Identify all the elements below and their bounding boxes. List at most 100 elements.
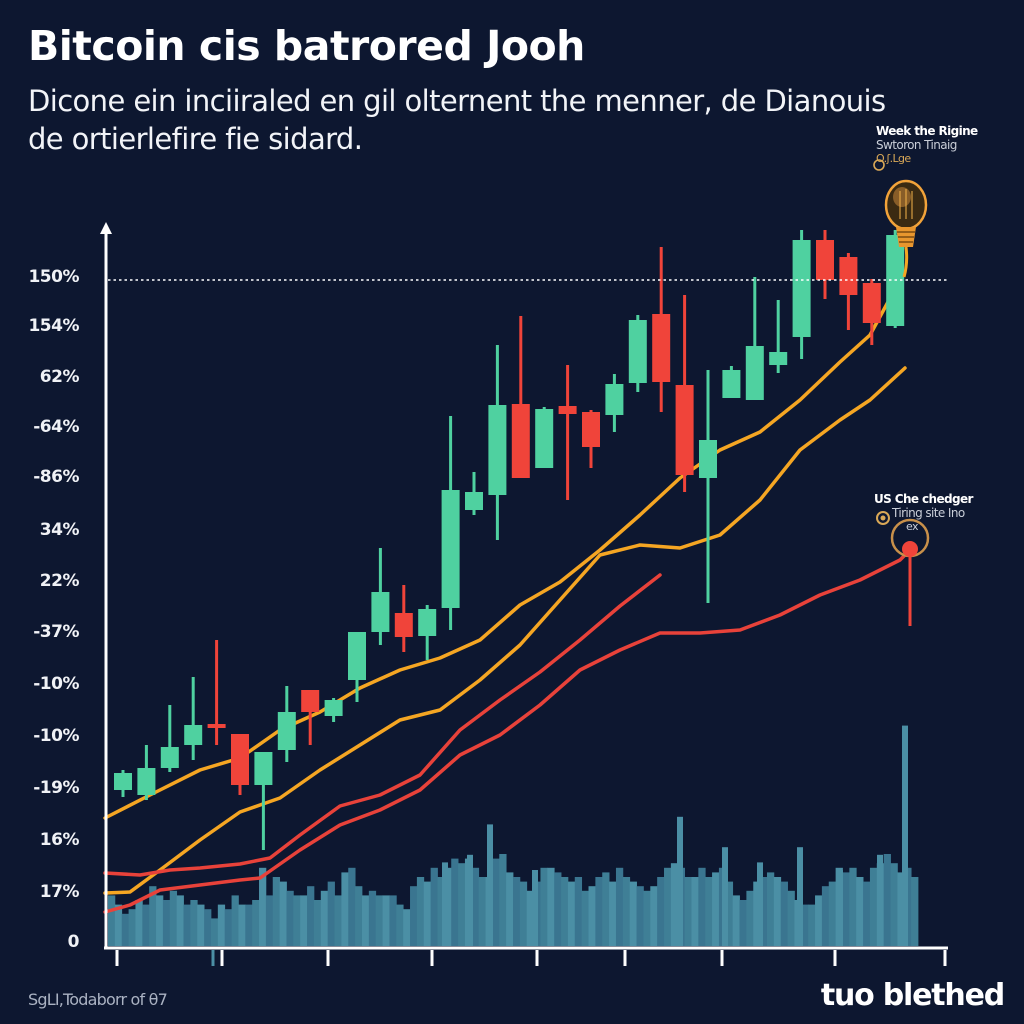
volume-bar <box>547 867 555 946</box>
candle-bearish <box>839 257 858 295</box>
volume-spike <box>487 824 493 946</box>
volume-spike <box>877 854 883 946</box>
volume-spike <box>467 854 473 946</box>
volume-bar <box>519 881 528 946</box>
volume-spike <box>677 816 683 946</box>
volume-bar <box>890 863 898 946</box>
y-tick-label: 62% <box>39 367 80 387</box>
candle-bearish <box>231 734 249 785</box>
volume-bar <box>307 886 315 946</box>
volume-bar <box>643 890 651 946</box>
volume-bar <box>238 904 246 946</box>
volume-bar <box>815 895 823 946</box>
y-tick-label: -37% <box>33 622 79 642</box>
volume-bar <box>217 904 226 946</box>
y-tick-label: 0 <box>67 932 80 952</box>
brand-logo-text: tuo blethed <box>820 978 1005 1013</box>
volume-bar <box>561 877 569 946</box>
volume-bar <box>808 904 816 946</box>
volume-bar <box>629 881 637 946</box>
volume-bar <box>691 877 699 946</box>
source-note: SgLI,Todaborr of θ7 <box>28 990 168 1009</box>
volume-bar <box>279 881 287 946</box>
annotation-coin: US Che chedger Tiring site Ino ex <box>874 492 973 533</box>
volume-bar <box>361 895 370 946</box>
candle-bullish <box>605 384 624 415</box>
y-tick-label: 154% <box>28 316 79 336</box>
lightbulb-icon <box>873 159 928 278</box>
volume-bar <box>300 895 308 946</box>
candle-bullish <box>137 768 156 795</box>
volume-bar <box>828 881 837 946</box>
volume-bar <box>883 854 891 946</box>
volume-bar <box>581 890 589 946</box>
candle-bullish <box>535 409 554 468</box>
volume-bar <box>382 895 390 946</box>
volume-bar <box>609 881 617 946</box>
annotation-detail: O.ʃ.Lge <box>876 152 911 165</box>
x-axis-ticks <box>115 950 947 966</box>
volume-bar <box>149 886 157 946</box>
volume-bar <box>375 895 383 946</box>
volume-bar <box>293 895 301 946</box>
volume-bar <box>622 877 631 946</box>
volume-bar <box>849 867 857 946</box>
candle-bullish <box>277 712 296 750</box>
candle-bullish <box>418 609 437 636</box>
volume-spike <box>532 870 538 946</box>
volume-bar <box>602 872 610 946</box>
y-tick-label: -10% <box>33 726 79 746</box>
volume-bar <box>869 867 878 946</box>
volume-bar <box>746 890 754 946</box>
coin-marker-icon <box>876 511 930 626</box>
chart-title: Bitcoin cis batrored Jooh <box>28 22 585 70</box>
volume-bar <box>725 881 734 946</box>
annotation-subtitle: Tiring site Ino <box>892 506 965 520</box>
volume-bar <box>252 900 260 946</box>
candle-bearish <box>558 406 577 414</box>
candle-bullish <box>465 492 483 510</box>
candle-bullish <box>441 490 460 608</box>
candlesticks <box>114 230 905 850</box>
volume-bar <box>183 904 191 946</box>
volume-bar <box>135 900 143 946</box>
candle-bullish <box>792 240 811 337</box>
volume-bar <box>176 895 184 946</box>
volume-bar <box>670 863 679 946</box>
moving-average-line <box>103 278 902 820</box>
volume-bar <box>423 881 432 946</box>
volume-bar <box>595 877 603 946</box>
volume-bar <box>766 872 775 946</box>
volume-bar <box>478 877 486 946</box>
volume-bar <box>513 877 521 946</box>
y-tick-label: 17% <box>39 882 80 902</box>
volume-bar <box>705 877 713 946</box>
y-axis-arrow-icon <box>100 222 112 234</box>
candle-bullish <box>488 405 507 495</box>
candle-bearish <box>582 412 600 447</box>
volume-bar <box>554 872 562 946</box>
candle-bearish <box>862 283 881 323</box>
y-tick-label: 22% <box>39 571 80 591</box>
volume-spike <box>757 862 763 946</box>
candle-bearish <box>511 404 530 478</box>
volume-bar <box>863 881 871 946</box>
moving-average-lines <box>103 278 914 914</box>
volume-bar <box>313 900 322 946</box>
volume-bar <box>712 872 720 946</box>
y-tick-label: 150% <box>28 267 79 287</box>
annotation-subtitle: Swtoron Tinaig <box>876 138 957 152</box>
candle-bullish <box>769 352 788 365</box>
volume-bar <box>636 886 644 946</box>
volume-bar <box>348 867 356 946</box>
candle-bullish <box>745 346 764 400</box>
volume-bar <box>121 913 129 946</box>
y-tick-label: 34% <box>39 520 80 540</box>
candle-bullish <box>348 632 366 680</box>
volume-bar <box>664 867 672 946</box>
volume-bar <box>245 904 253 946</box>
volume-bar <box>471 867 480 946</box>
volume-bar <box>684 877 692 946</box>
volume-bar <box>451 858 459 946</box>
volume-bar <box>341 872 349 946</box>
